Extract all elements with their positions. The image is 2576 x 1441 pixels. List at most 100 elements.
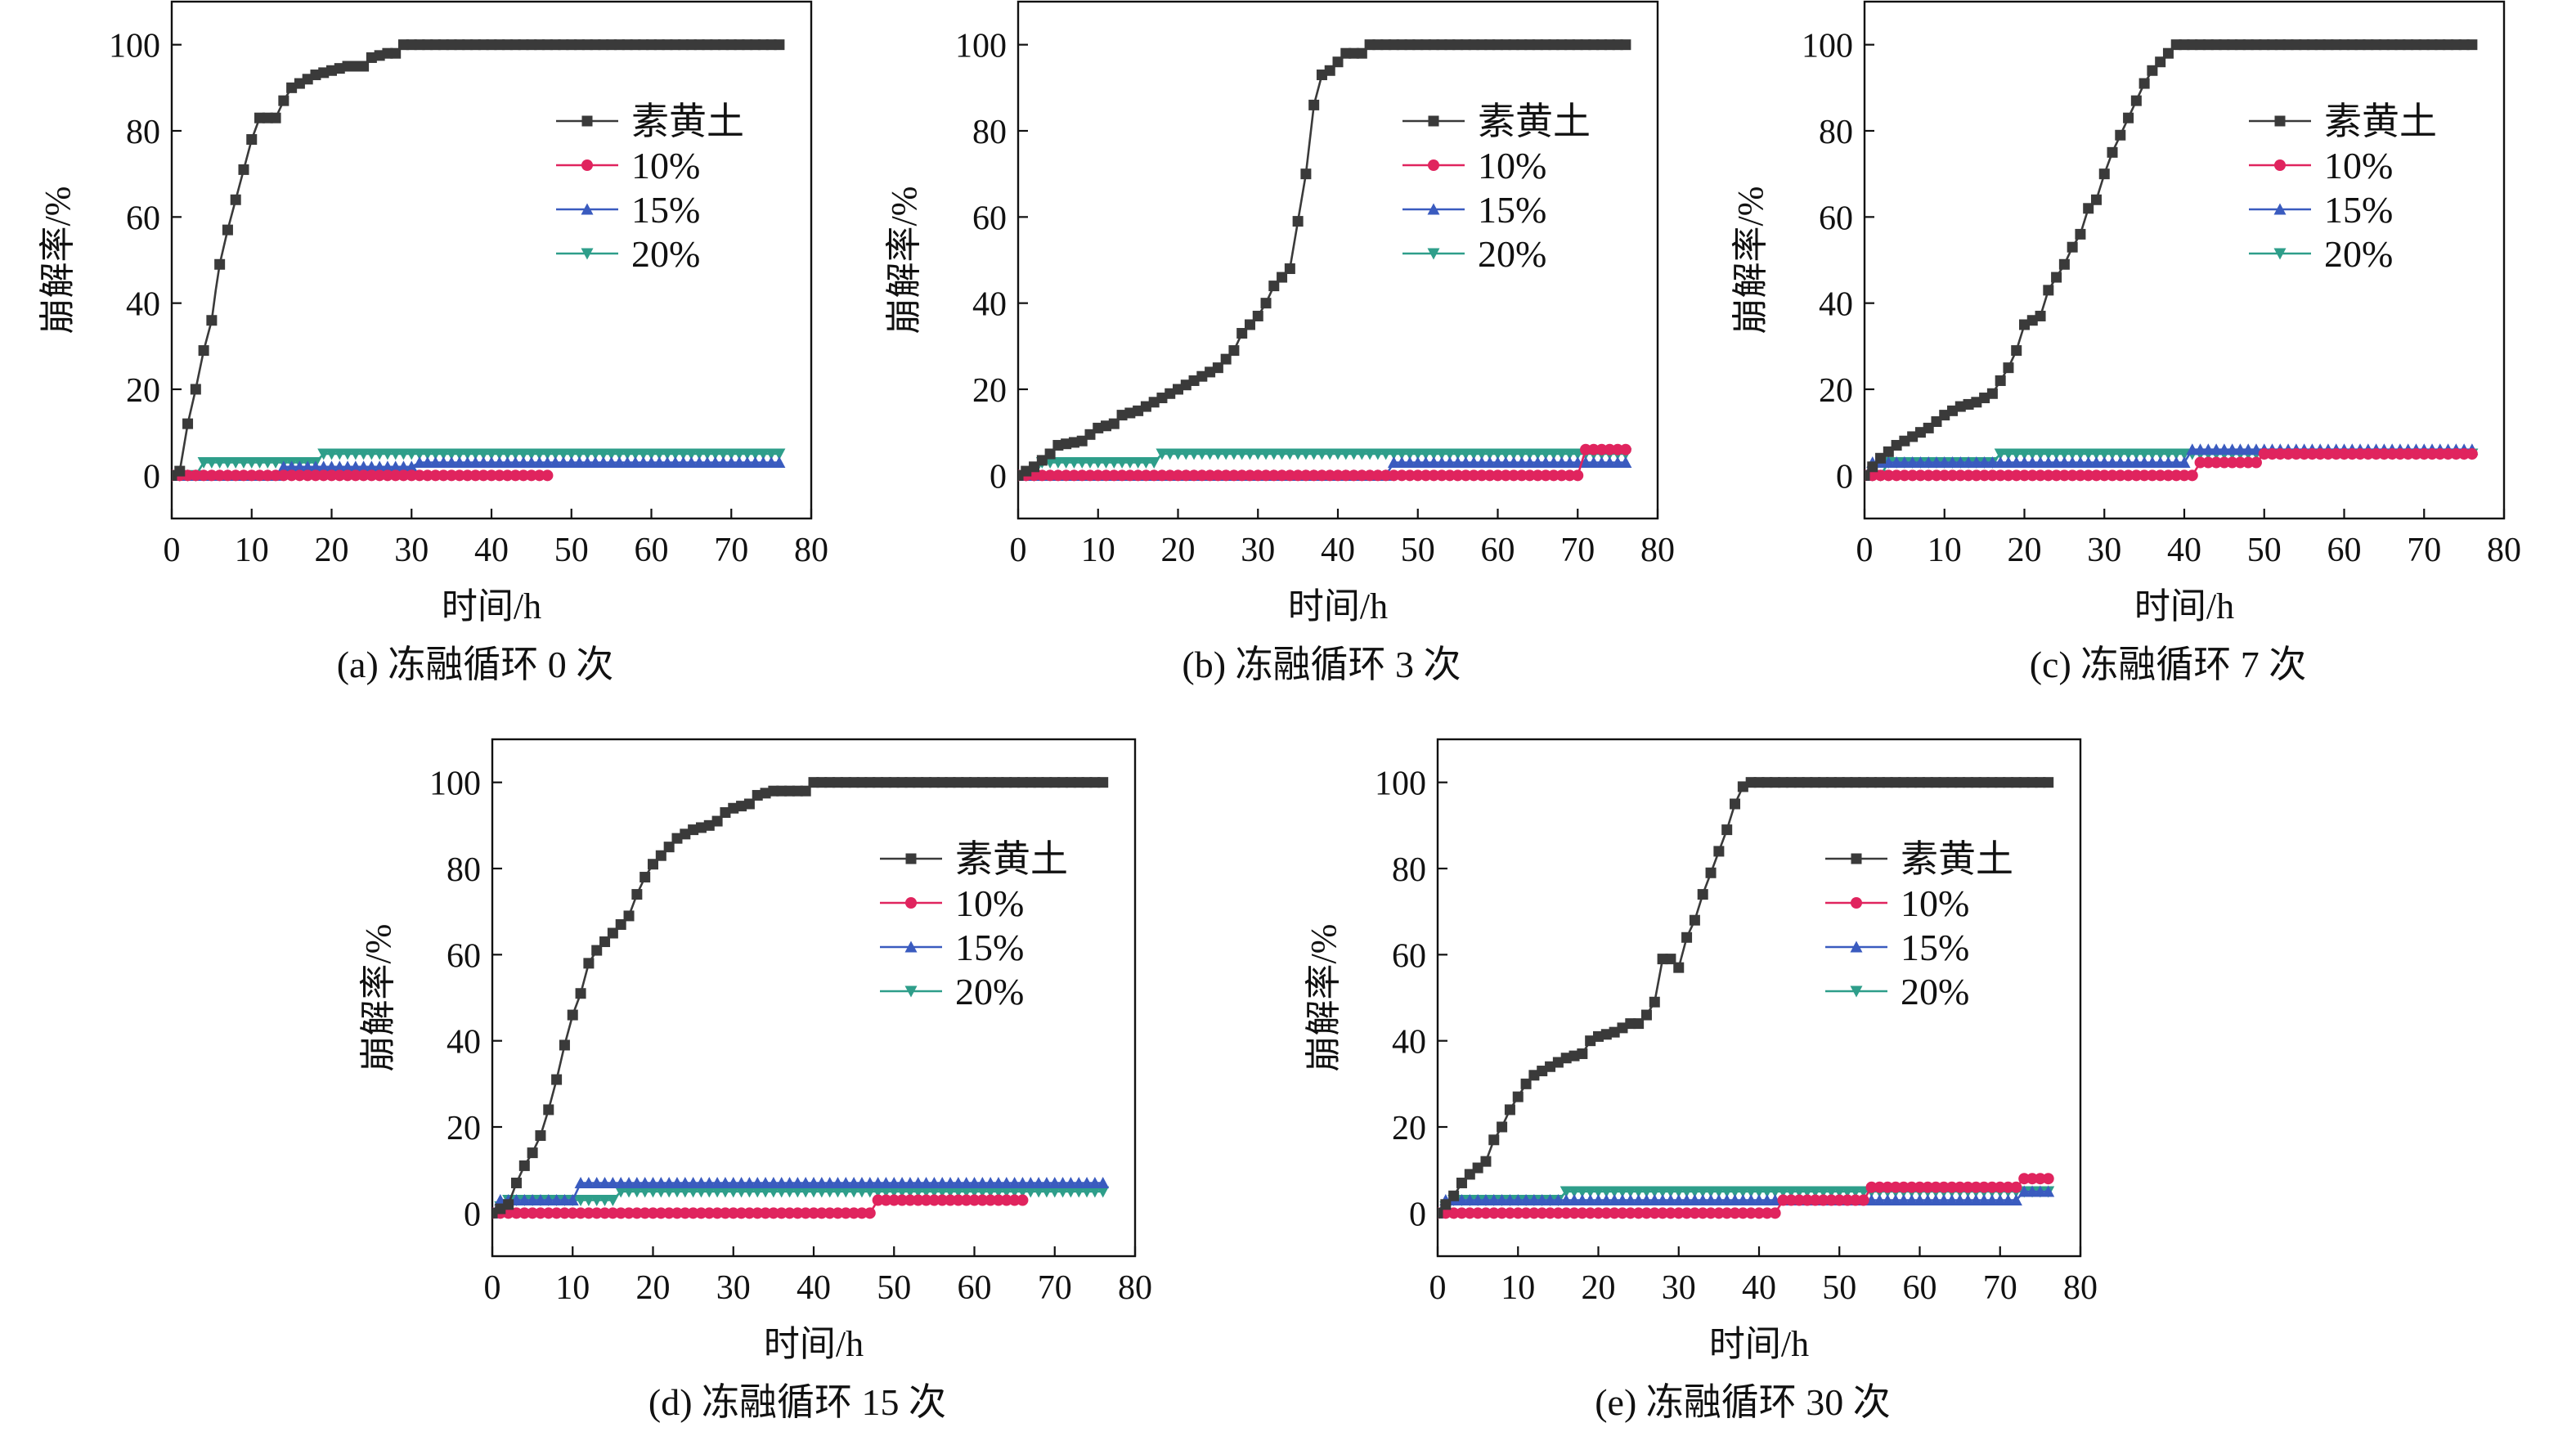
data-point: [1380, 448, 1393, 460]
data-point: [478, 39, 489, 51]
data-point: [679, 1207, 691, 1219]
data-point: [237, 457, 250, 469]
data-point: [1930, 777, 1941, 788]
data-point: [2450, 39, 2462, 51]
data-point: [1504, 1104, 1515, 1116]
data-point: [1188, 469, 1200, 482]
data-point: [654, 1186, 667, 1198]
data-point: [743, 1176, 756, 1188]
data-point: [390, 47, 402, 59]
data-point: [525, 469, 537, 482]
legend-item: 素黄土: [1402, 101, 1591, 142]
y-tick-label: 100: [429, 765, 481, 803]
data-point: [381, 469, 393, 482]
data-point: [1890, 777, 1901, 788]
data-point: [485, 456, 498, 469]
data-point: [478, 469, 490, 482]
data-point: [2083, 203, 2094, 214]
data-point: [1268, 281, 1280, 292]
data-point: [1547, 469, 1560, 482]
data-point: [2251, 39, 2262, 51]
data-point: [309, 469, 321, 482]
data-point: [1000, 1194, 1012, 1206]
legend-item: 20%: [880, 971, 1024, 1012]
data-point: [1585, 1035, 1596, 1047]
data-point: [904, 1176, 917, 1188]
data-point: [873, 777, 884, 788]
data-point: [808, 777, 819, 788]
data-point: [629, 456, 642, 469]
data-point: [2067, 241, 2078, 253]
data-point: [702, 1176, 716, 1188]
y-axis-label: 崩解率/%: [358, 924, 398, 1072]
data-point: [2299, 39, 2310, 51]
data-point: [397, 469, 410, 482]
data-point: [1252, 310, 1263, 321]
data-point: [848, 777, 859, 788]
y-tick-label: 40: [126, 286, 160, 324]
data-point: [205, 469, 218, 482]
data-point: [1356, 469, 1368, 482]
data-point: [936, 1186, 949, 1198]
data-point: [2130, 469, 2143, 482]
data-point: [1132, 469, 1144, 482]
data-point: [1986, 777, 1998, 788]
chart-caption: (a) 冻融循环 0 次: [337, 644, 614, 685]
data-point: [1008, 1176, 1021, 1188]
x-tick-label: 60: [1481, 532, 1515, 569]
data-point: [1380, 39, 1392, 51]
data-point: [1496, 1207, 1508, 1219]
legend-marker: [1850, 985, 1863, 998]
data-point: [2089, 456, 2103, 469]
data-point: [1696, 1194, 1709, 1206]
data-point: [2009, 1194, 2022, 1206]
data-point: [517, 448, 530, 460]
data-point: [559, 1207, 571, 1219]
data-point: [607, 927, 618, 939]
data-point: [1712, 1207, 1725, 1219]
data-point: [629, 448, 642, 460]
data-point: [815, 1207, 828, 1219]
data-point: [2314, 448, 2327, 460]
data-point: [639, 1176, 652, 1188]
data-point: [357, 448, 370, 460]
x-tick-label: 70: [714, 532, 748, 569]
data-point: [2034, 456, 2047, 469]
data-point: [1420, 448, 1433, 460]
data-point: [551, 1074, 563, 1085]
data-point: [1898, 456, 1911, 469]
data-point: [638, 39, 649, 51]
data-point: [1492, 39, 1503, 51]
data-point: [614, 1186, 627, 1198]
data-point: [1024, 1186, 1037, 1198]
data-point: [760, 788, 771, 799]
data-point: [855, 1207, 868, 1219]
data-point: [605, 456, 618, 469]
data-point: [2098, 469, 2111, 482]
data-point: [701, 456, 714, 469]
data-point: [373, 448, 386, 460]
chart-panel: 0 10 20 30 40 50 60 70 80 0 20 40 60 80 100 时间/h 崩解率/% (c…: [1730, 0, 2521, 685]
data-point: [1938, 469, 1950, 482]
data-point: [1464, 1169, 1475, 1180]
data-point: [1640, 1009, 1652, 1021]
data-point: [1187, 448, 1200, 460]
data-point: [719, 1186, 732, 1198]
data-point: [2058, 258, 2070, 270]
data-point: [719, 1176, 732, 1188]
data-point: [1108, 418, 1120, 429]
legend-marker: [904, 985, 918, 998]
data-point: [550, 39, 561, 51]
chart-caption: (d) 冻融循环 15 次: [648, 1381, 946, 1423]
data-point: [575, 1207, 587, 1219]
data-point: [1452, 448, 1465, 460]
data-point: [469, 448, 482, 460]
data-point: [381, 448, 394, 460]
data-point: [2458, 39, 2470, 51]
data-point: [446, 39, 457, 51]
data-point: [1563, 448, 1576, 460]
data-point: [1411, 456, 1425, 469]
data-point: [662, 1176, 675, 1188]
data-point: [1480, 1156, 1492, 1167]
data-point: [703, 1207, 716, 1219]
